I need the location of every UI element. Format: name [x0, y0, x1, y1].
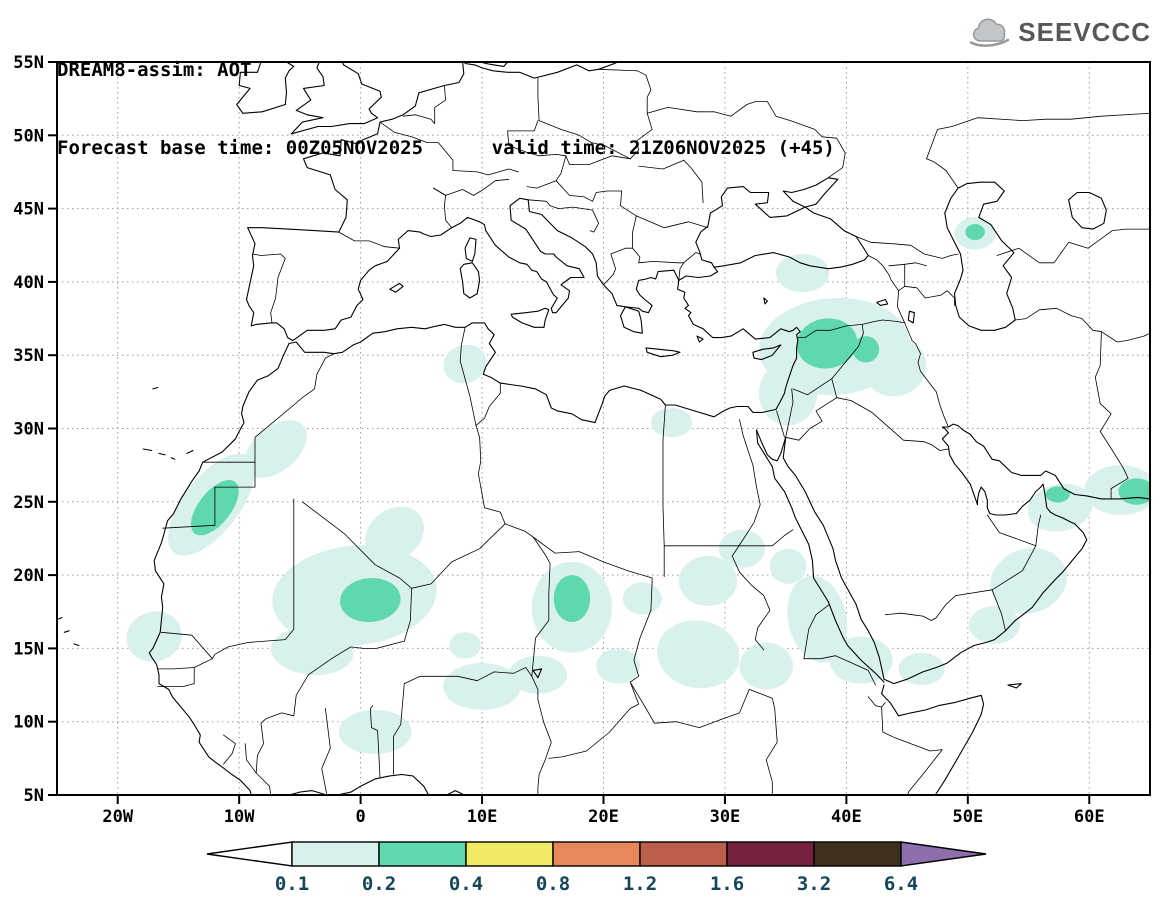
aot-region-0.1-0.2	[126, 611, 182, 662]
lon-label: 20E	[588, 807, 619, 827]
lat-label: 15N	[13, 639, 44, 659]
aot-region-0.1-0.2	[449, 632, 481, 659]
aot-region-0.1-0.2	[443, 344, 487, 384]
aot-region-0.2-0.4	[553, 575, 591, 623]
aot-region-0.2-0.4	[1045, 486, 1070, 503]
colorbar-label: 0.8	[536, 873, 570, 895]
aot-region-0.1-0.2	[787, 575, 848, 663]
aot-region-0.1-0.2	[365, 506, 425, 562]
lat-label: 45N	[13, 200, 44, 220]
lon-label: 10W	[224, 807, 255, 827]
aot-region-0.1-0.2	[863, 337, 927, 397]
lon-label: 40E	[831, 807, 862, 827]
aot-region-0.1-0.2	[596, 648, 640, 684]
colorbar-segment	[552, 841, 641, 867]
aot-region-0.2-0.4	[965, 223, 985, 241]
aot-region-0.1-0.2	[969, 605, 1021, 645]
lat-label: 20N	[13, 566, 44, 586]
seevccc-logo: SEEVCCC	[967, 16, 1151, 48]
colorbar-segment	[291, 841, 380, 867]
colorbar-segment	[465, 841, 554, 867]
lat-label: 35N	[13, 346, 44, 366]
lat-label: 55N	[13, 53, 44, 73]
colorbar-segment	[639, 841, 728, 867]
aot-region-0.2-0.4	[852, 336, 880, 363]
aot-region-0.1-0.2	[338, 709, 412, 754]
lon-label: 50E	[952, 807, 983, 827]
axis-labels: 55N 50N 45N 40N 35N 30N 25N 20N 15N 10N 5N 20W 10W 0 1…	[13, 53, 1104, 827]
colorbar-segment	[813, 841, 902, 867]
lat-label: 30N	[13, 420, 44, 440]
aot-region-0.1-0.2	[678, 556, 738, 606]
lat-label: 40N	[13, 273, 44, 293]
aot-region-0.1-0.2	[898, 652, 945, 686]
colorbar-label: 6.4	[884, 873, 918, 895]
colorbar-right-arrow	[900, 841, 987, 867]
lon-label: 60E	[1074, 807, 1105, 827]
lon-label: 20W	[102, 807, 133, 827]
colorbar-label: 1.2	[623, 873, 657, 895]
colorbar-label: 0.4	[449, 873, 483, 895]
aot-region-0.1-0.2	[739, 642, 793, 690]
aot-region-0.1-0.2	[990, 548, 1067, 614]
colorbar-label: 0.2	[362, 873, 396, 895]
logo-text: SEEVCCC	[1018, 16, 1151, 47]
lat-label: 10N	[13, 713, 44, 733]
colorbar-segment	[726, 841, 815, 867]
lon-label: 0	[355, 807, 365, 827]
aot-region-0.1-0.2	[244, 420, 307, 478]
aot-region-0.1-0.2	[775, 254, 830, 293]
aot-region-0.1-0.2	[270, 627, 354, 675]
aot-region-0.1-0.2	[758, 361, 818, 426]
colorbar-left-arrow	[206, 841, 293, 867]
aot-region-0.1-0.2	[508, 655, 568, 694]
lon-label: 30E	[710, 807, 741, 827]
aot-shaded-regions	[126, 217, 1150, 754]
aot-region-0.1-0.2	[769, 548, 807, 584]
aot-region-0.1-0.2	[650, 407, 693, 438]
lat-label: 5N	[24, 786, 44, 806]
colorbar-label: 1.6	[710, 873, 744, 895]
cloud-icon	[970, 18, 1010, 47]
colorbar-label: 3.2	[797, 873, 831, 895]
aot-region-0.1-0.2	[443, 663, 521, 710]
aot-region-0.2-0.4	[340, 577, 401, 623]
aot-region-0.1-0.2	[1027, 483, 1093, 532]
lon-label: 10E	[467, 807, 498, 827]
colorbar: 0.1 0.2 0.4 0.8 1.2 1.6 3.2 6.4	[206, 841, 987, 895]
country-borders	[157, 68, 1150, 795]
plot-title: DREAM8-assim: AOT	[57, 59, 252, 81]
aot-region-0.1-0.2	[622, 582, 662, 615]
colorbar-segment	[378, 841, 467, 867]
lat-label: 50N	[13, 126, 44, 146]
aot-region-0.1-0.2	[718, 529, 766, 568]
grid-lines	[57, 62, 1150, 795]
colorbar-label: 0.1	[275, 873, 309, 895]
aot-region-0.1-0.2	[657, 620, 740, 689]
coastlines	[57, 62, 1150, 795]
lat-label: 25N	[13, 493, 44, 513]
aot-region-0.2-0.4	[796, 318, 858, 369]
